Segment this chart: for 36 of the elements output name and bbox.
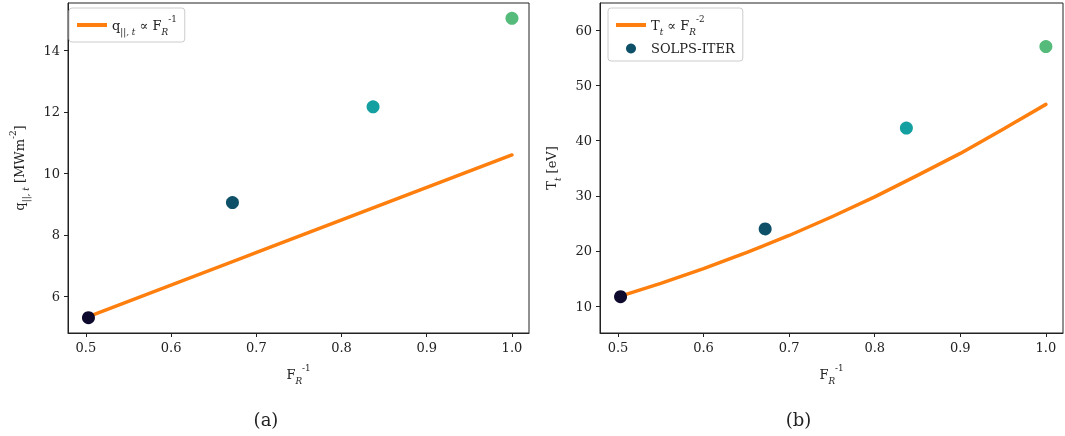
- legend-label: SOLPS-ITER: [651, 41, 737, 56]
- y-tick-label: 40: [575, 133, 592, 149]
- y-tick-label: 12: [43, 104, 60, 120]
- y-tick-label: 14: [43, 43, 60, 59]
- x-tick-label: 0.5: [607, 340, 629, 355]
- y-tick-label: 30: [575, 188, 592, 204]
- y-axis-title: q||, t [MWm-2]: [7, 125, 32, 211]
- text: (b): [785, 408, 812, 430]
- y-tick-label: 60: [575, 23, 592, 39]
- y-tick-label: 50: [575, 78, 592, 94]
- point: [81, 311, 95, 325]
- x-tick-label: 0.6: [160, 340, 182, 355]
- text: (a): [253, 408, 279, 430]
- point: [505, 11, 519, 25]
- point: [1039, 40, 1053, 54]
- x-tick-label: 0.8: [864, 340, 886, 355]
- point: [899, 121, 913, 135]
- y-tick-label: 10: [575, 298, 592, 314]
- y-tick-label: 20: [575, 243, 592, 259]
- y-tick-label: 8: [51, 227, 60, 243]
- x-tick-label: 0.7: [245, 340, 267, 355]
- point: [614, 290, 628, 304]
- x-tick-label: 0.7: [778, 340, 800, 355]
- point: [758, 222, 772, 236]
- x-tick-label: 0.6: [693, 340, 714, 355]
- x-tick-label: 0.9: [949, 340, 971, 355]
- x-tick-label: 0.9: [416, 340, 438, 355]
- y-tick-label: 6: [51, 288, 60, 304]
- y-axis-title: Tt [eV]: [543, 146, 563, 190]
- x-tick-label: 1.0: [501, 340, 523, 355]
- x-tick-label: 1.0: [1035, 340, 1057, 355]
- x-tick-label: 0.5: [75, 340, 97, 355]
- y-tick-label: 10: [43, 165, 60, 181]
- x-tick-label: 0.8: [331, 340, 352, 355]
- point: [225, 196, 239, 210]
- point: [366, 100, 380, 114]
